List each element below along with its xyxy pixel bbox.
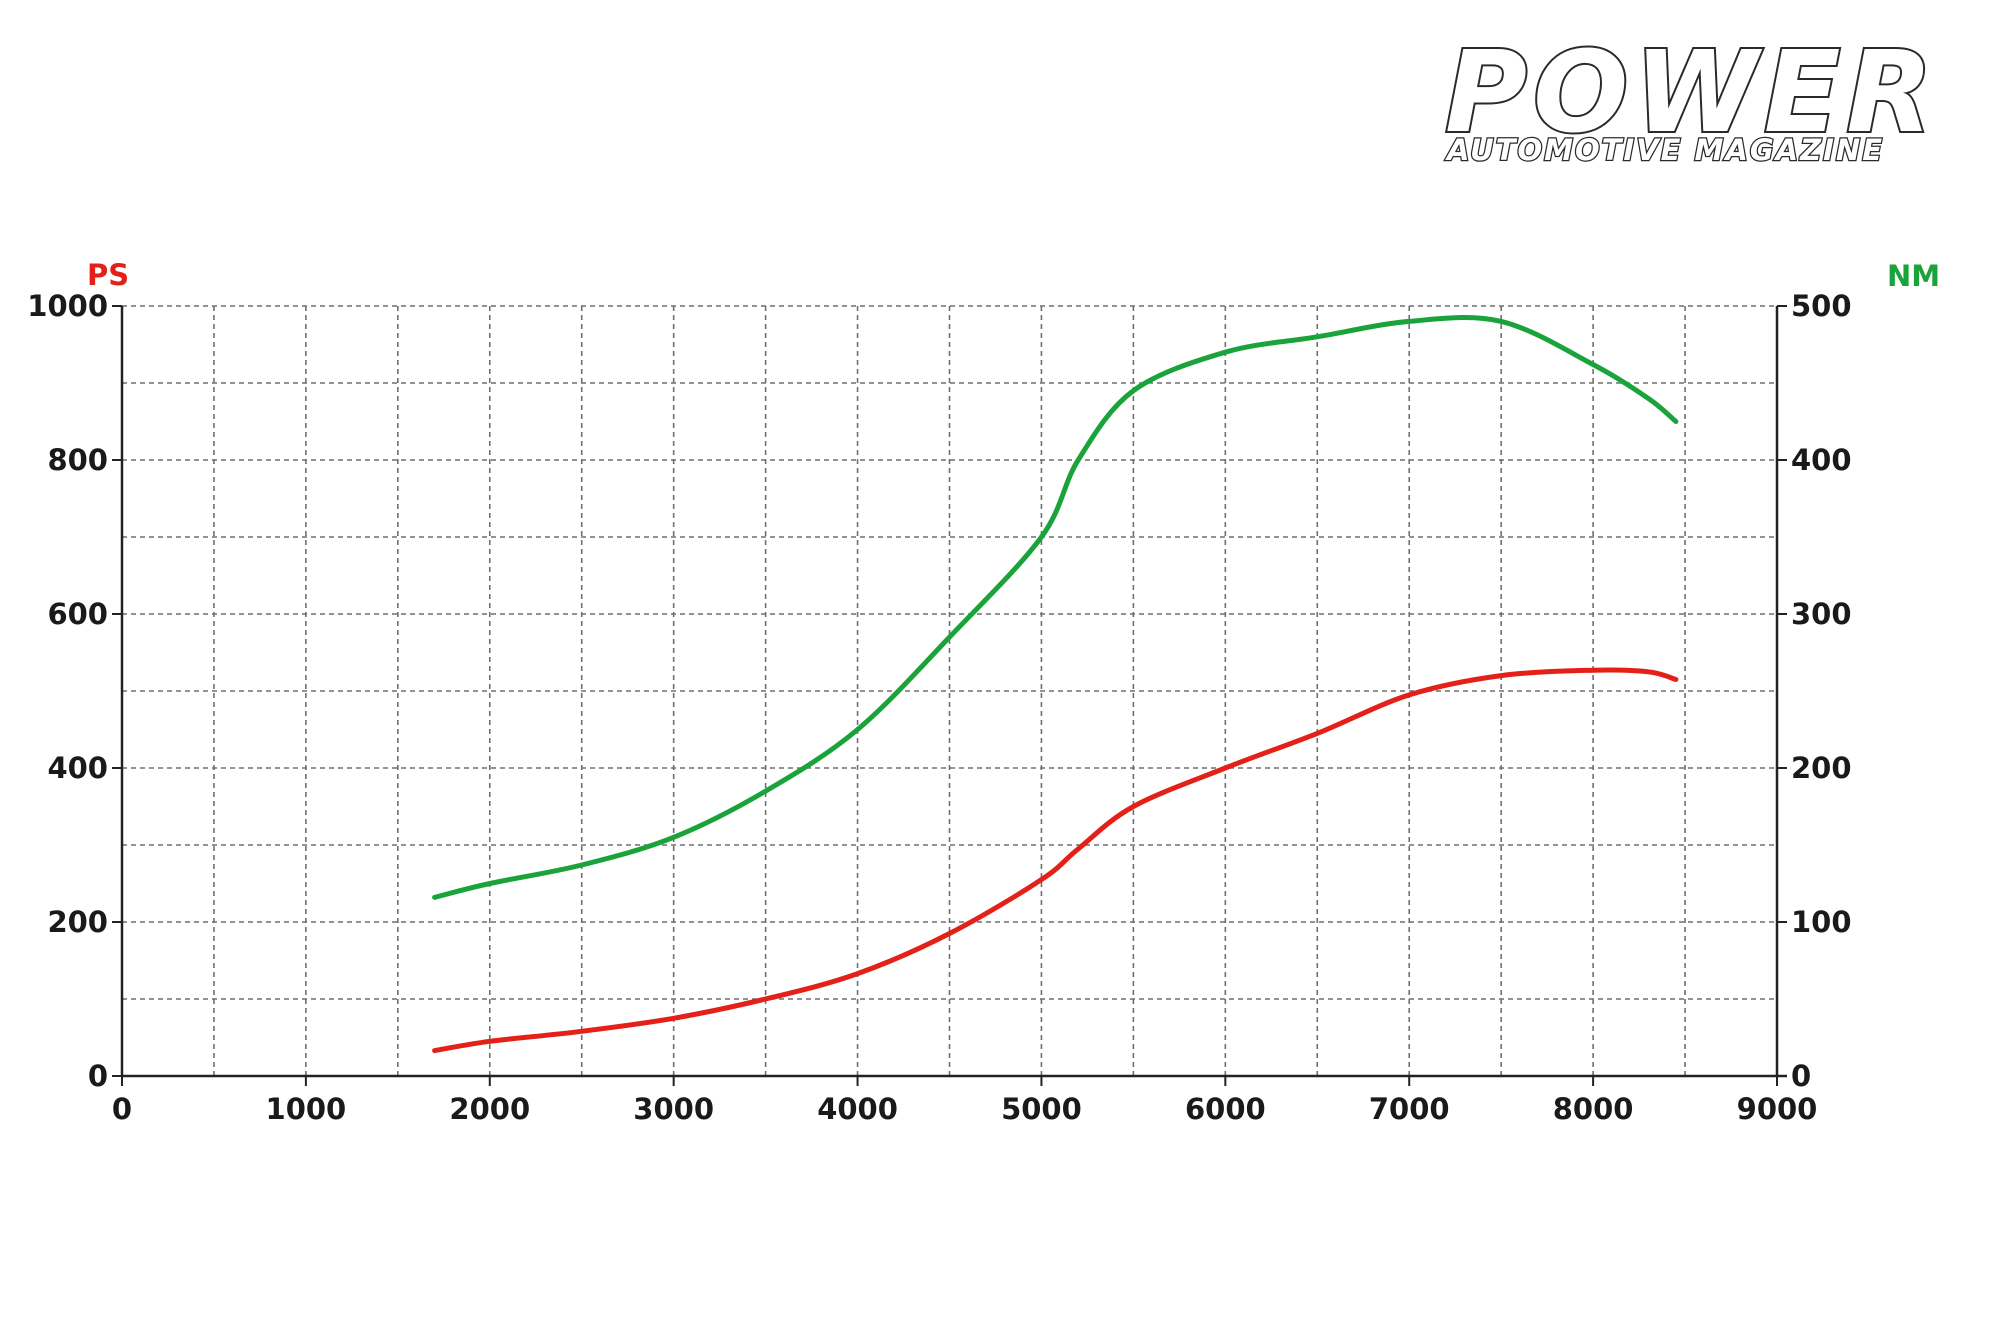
power-curve	[432, 667, 1679, 1054]
left-tick-label: 0	[88, 1059, 108, 1093]
chart-series	[432, 315, 1679, 1054]
x-tick-label: 6000	[1185, 1092, 1266, 1126]
x-tick-label: 2000	[449, 1092, 530, 1126]
left-tick-label: 600	[47, 597, 108, 631]
power-magazine-logo: POWER AUTOMOTIVE MAGAZINE	[1443, 26, 1939, 168]
x-tick-label: 5000	[1001, 1092, 1082, 1126]
right-tick-label: 400	[1791, 443, 1852, 477]
right-axis-unit-label: NM	[1887, 259, 1940, 293]
x-tick-label: 8000	[1553, 1092, 1634, 1126]
right-tick-label: 200	[1791, 751, 1852, 785]
right-tick-label: 0	[1791, 1059, 1811, 1093]
x-tick-label: 1000	[266, 1092, 347, 1126]
left-tick-label: 1000	[27, 289, 108, 323]
left-axis-unit-label: PS	[87, 258, 129, 292]
left-tick-label: 200	[47, 905, 108, 939]
x-tick-label: 9000	[1737, 1092, 1818, 1126]
logo-subtitle: AUTOMOTIVE MAGAZINE	[1445, 133, 1884, 167]
chart-grid	[122, 305, 1777, 1076]
chart-axes	[120, 306, 1787, 1078]
torque-curve	[432, 315, 1679, 900]
x-tick-label: 7000	[1369, 1092, 1450, 1126]
right-axis-ticks: 0 100 200 300 400 500	[1777, 289, 1852, 1093]
right-tick-label: 300	[1791, 597, 1852, 631]
x-tick-label: 3000	[633, 1092, 714, 1126]
x-axis-ticks: 0 1000 2000 3000 4000 5000 6000 7000 8000 9000	[112, 1076, 1817, 1126]
x-tick-label: 0	[112, 1092, 132, 1126]
left-axis-ticks: 0 200 400 600 800 1000	[27, 289, 122, 1093]
logo-title: POWER	[1445, 28, 1939, 158]
right-tick-label: 500	[1791, 289, 1852, 323]
right-tick-label: 100	[1791, 905, 1852, 939]
left-tick-label: 400	[47, 751, 108, 785]
left-tick-label: 800	[47, 443, 108, 477]
x-tick-label: 4000	[817, 1092, 898, 1126]
